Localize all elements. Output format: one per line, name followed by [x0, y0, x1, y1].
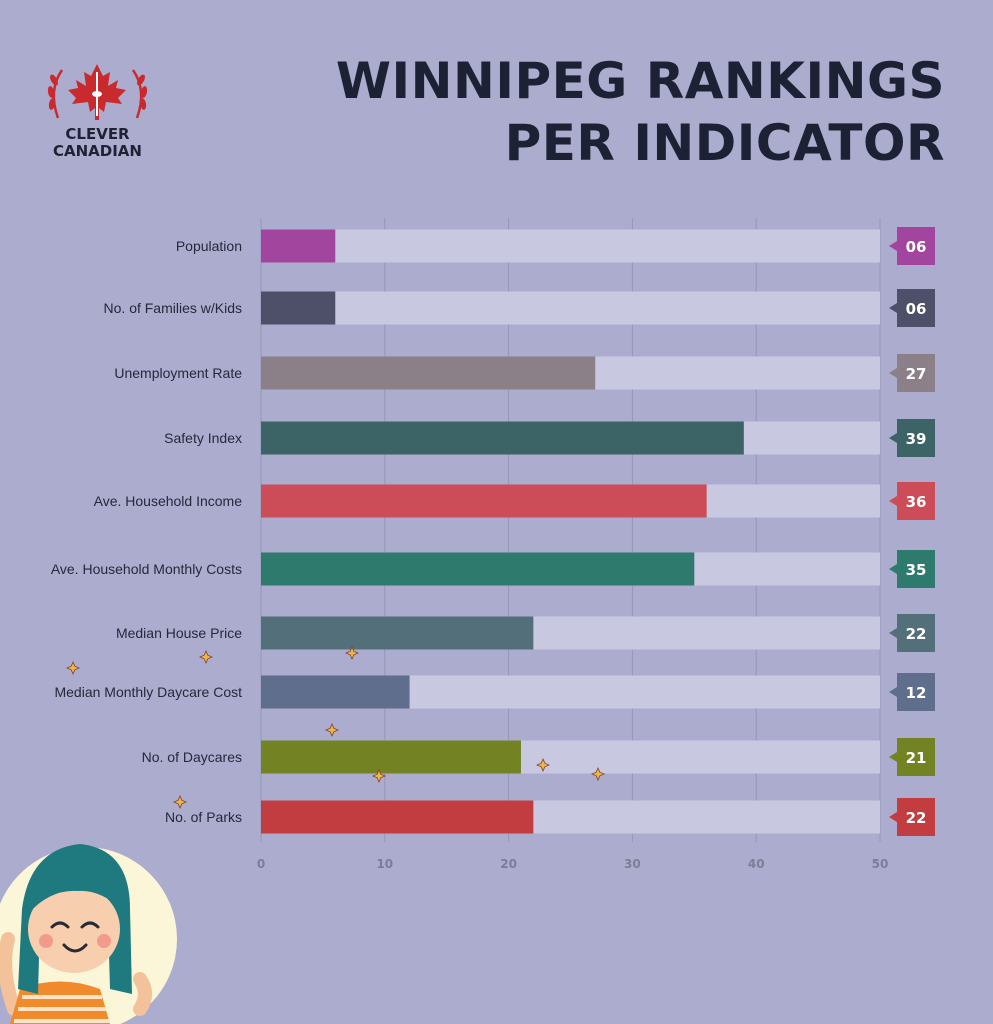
sparkle-icon — [344, 645, 360, 661]
value-label: 06 — [906, 238, 927, 256]
bar-track — [261, 291, 880, 325]
sparkle-icon — [371, 768, 387, 784]
title-line1: WINNIPEG RANKINGS — [335, 52, 945, 110]
bar — [261, 800, 534, 834]
brand-line2: CANADIAN — [53, 142, 142, 160]
value-label: 22 — [906, 809, 927, 827]
bar-track — [261, 229, 880, 263]
x-tick-label: 20 — [500, 857, 517, 871]
x-tick-label: 50 — [872, 857, 889, 871]
maple-leaf-icon — [47, 64, 148, 120]
value-badge — [897, 614, 935, 652]
bar — [261, 229, 336, 263]
value-label: 35 — [906, 561, 927, 579]
category-label: Safety Index — [164, 430, 242, 446]
x-tick-label: 0 — [257, 857, 265, 871]
value-badge — [897, 419, 935, 457]
badge-pointer — [889, 812, 897, 822]
page-title: WINNIPEG RANKINGS PER INDICATOR — [336, 50, 945, 174]
value-badge — [897, 354, 935, 392]
badge-pointer — [889, 628, 897, 638]
value-badge — [897, 550, 935, 588]
bar — [261, 740, 521, 774]
value-label: 39 — [906, 430, 927, 448]
badge-pointer — [889, 368, 897, 378]
value-badge — [897, 673, 935, 711]
value-badge — [897, 738, 935, 776]
bar — [261, 616, 534, 650]
bar — [261, 356, 596, 390]
badge-pointer — [889, 564, 897, 574]
value-label: 22 — [906, 625, 927, 643]
x-tick-label: 40 — [748, 857, 765, 871]
sparkle-icon — [198, 649, 214, 665]
bar — [261, 675, 410, 709]
x-tick-label: 10 — [376, 857, 393, 871]
bar — [261, 552, 695, 586]
value-label: 21 — [906, 749, 927, 767]
value-label: 06 — [906, 300, 927, 318]
value-badge — [897, 482, 935, 520]
x-tick-label: 30 — [624, 857, 641, 871]
category-label: No. of Families w/Kids — [104, 300, 242, 316]
badge-pointer — [889, 496, 897, 506]
sparkle-icon — [590, 766, 606, 782]
category-label: Ave. Household Income — [94, 493, 243, 509]
title-line2: PER INDICATOR — [504, 114, 945, 172]
category-label: No. of Daycares — [142, 749, 242, 765]
badge-pointer — [889, 687, 897, 697]
sparkle-icon — [172, 794, 188, 810]
bar — [261, 291, 336, 325]
category-label: Unemployment Rate — [114, 365, 242, 381]
value-label: 36 — [906, 493, 927, 511]
value-badge — [897, 289, 935, 327]
brand-logo: CLEVER CANADIAN — [40, 50, 155, 165]
badge-pointer — [889, 752, 897, 762]
badge-pointer — [889, 433, 897, 443]
value-badge — [897, 798, 935, 836]
smiling-girl-icon — [0, 844, 177, 1024]
value-label: 27 — [906, 365, 927, 383]
value-label: 12 — [906, 684, 927, 702]
category-label: Population — [176, 238, 242, 254]
sparkle-icon — [324, 722, 340, 738]
value-badge — [897, 227, 935, 265]
brand-line1: CLEVER — [65, 125, 130, 143]
badge-pointer — [889, 303, 897, 313]
category-label: No. of Parks — [165, 809, 242, 825]
bar — [261, 484, 707, 518]
sparkle-icon — [535, 757, 551, 773]
bar — [261, 421, 744, 455]
sparkle-icon — [65, 660, 81, 676]
category-label: Median Monthly Daycare Cost — [54, 684, 242, 700]
category-label: Ave. Household Monthly Costs — [51, 561, 242, 577]
badge-pointer — [889, 241, 897, 251]
category-label: Median House Price — [116, 625, 242, 641]
